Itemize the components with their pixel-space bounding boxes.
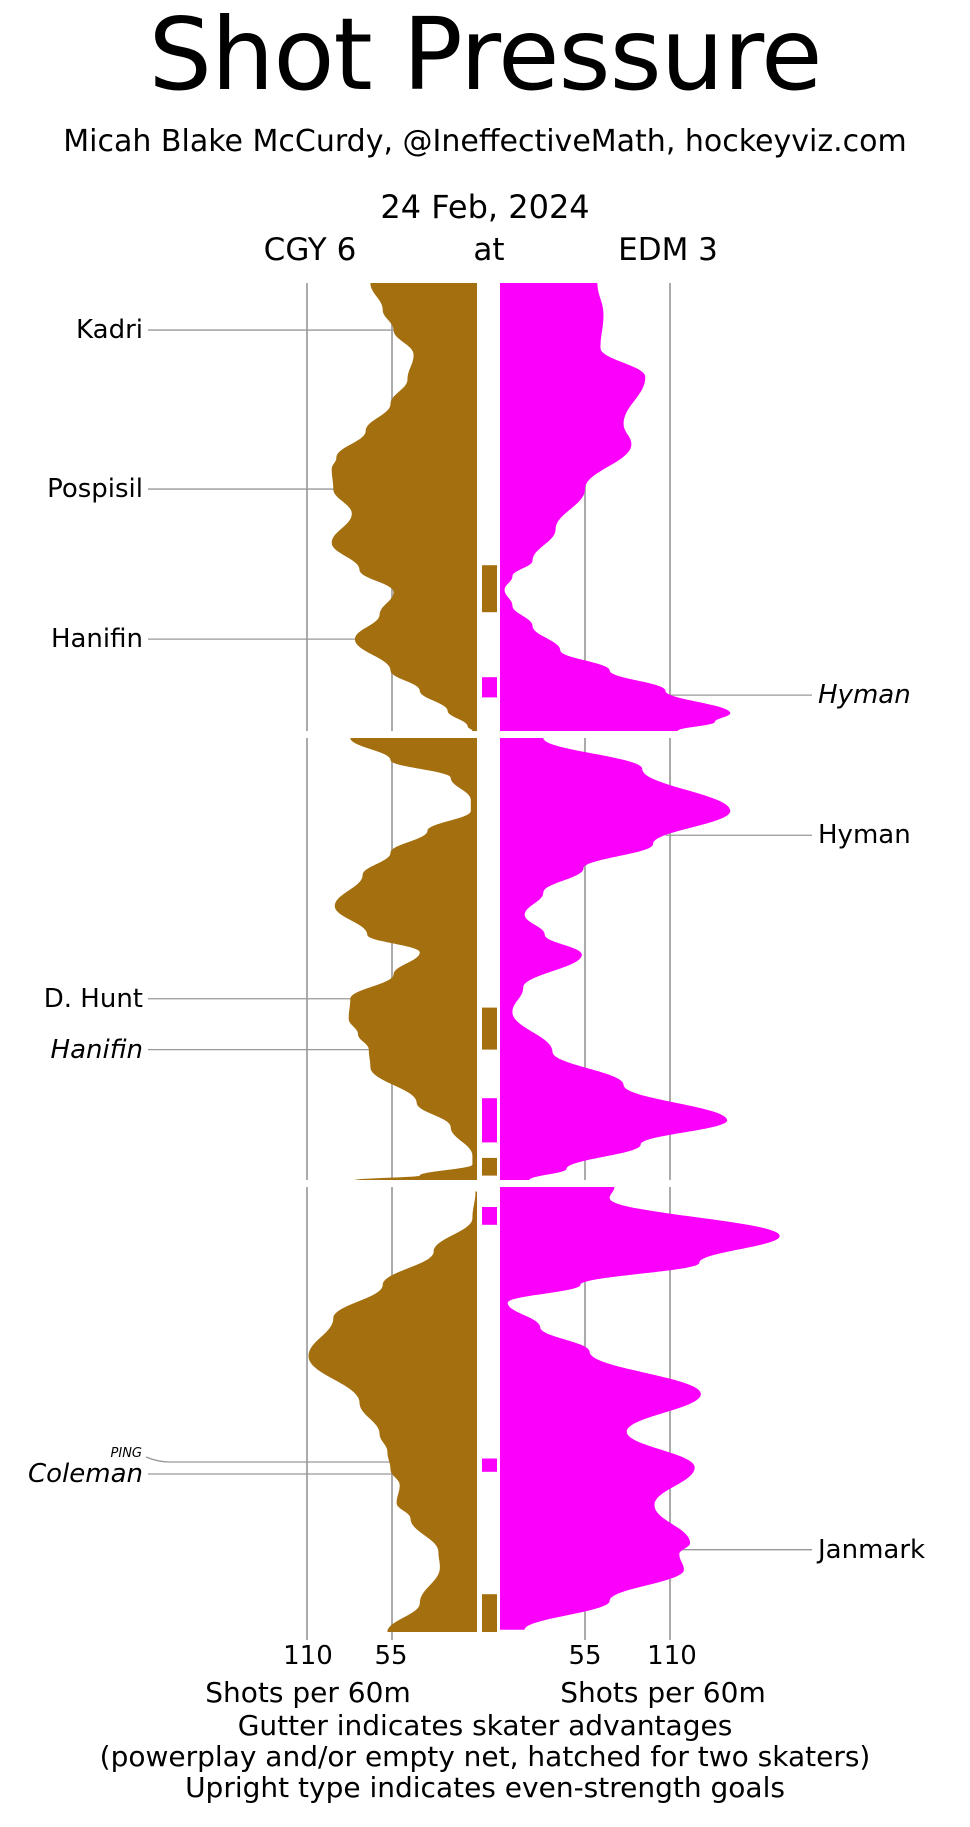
left-axis-tick-110: 110 <box>283 1641 333 1671</box>
ping-label: PING <box>110 1446 142 1462</box>
attribution-subtitle: Micah Blake McCurdy, @IneffectiveMath, h… <box>63 124 907 159</box>
footer-line-3: Upright type indicates even-strength goa… <box>185 1771 785 1804</box>
footer-line-1: Gutter indicates skater advantages <box>237 1709 733 1742</box>
right-axis-tick-55: 55 <box>568 1641 602 1671</box>
goal-label: D. Hunt <box>43 983 143 1014</box>
goal-label: Hanifin <box>50 624 143 655</box>
right-axis-tick-110: 110 <box>647 1641 697 1671</box>
goal-label: Coleman <box>27 1459 143 1490</box>
right-axis-label: Shots per 60m <box>560 1676 766 1709</box>
advantage-gutter-marks <box>482 565 497 1632</box>
goal-label: Janmark <box>818 1534 926 1565</box>
away-team-score: CGY 6 <box>263 232 357 268</box>
footer-line-2: (powerplay and/or empty net, hatched for… <box>99 1740 871 1773</box>
goal-label: Hyman <box>818 820 911 851</box>
home-team-score: EDM 3 <box>618 232 718 268</box>
left-axis-tick-55: 55 <box>374 1641 408 1671</box>
goal-label: Hanifin <box>50 1034 143 1065</box>
left-axis-label: Shots per 60m <box>205 1676 411 1709</box>
goal-label: Pospisil <box>47 474 143 505</box>
page-title: Shot Pressure <box>148 0 822 113</box>
goal-label: Kadri <box>76 315 143 346</box>
shot-pressure-violins <box>308 283 780 1632</box>
goal-label: Hyman <box>818 680 911 711</box>
goal-callout-lines <box>145 329 812 1551</box>
at-label: at <box>473 232 505 268</box>
game-date: 24 Feb, 2024 <box>380 188 590 226</box>
